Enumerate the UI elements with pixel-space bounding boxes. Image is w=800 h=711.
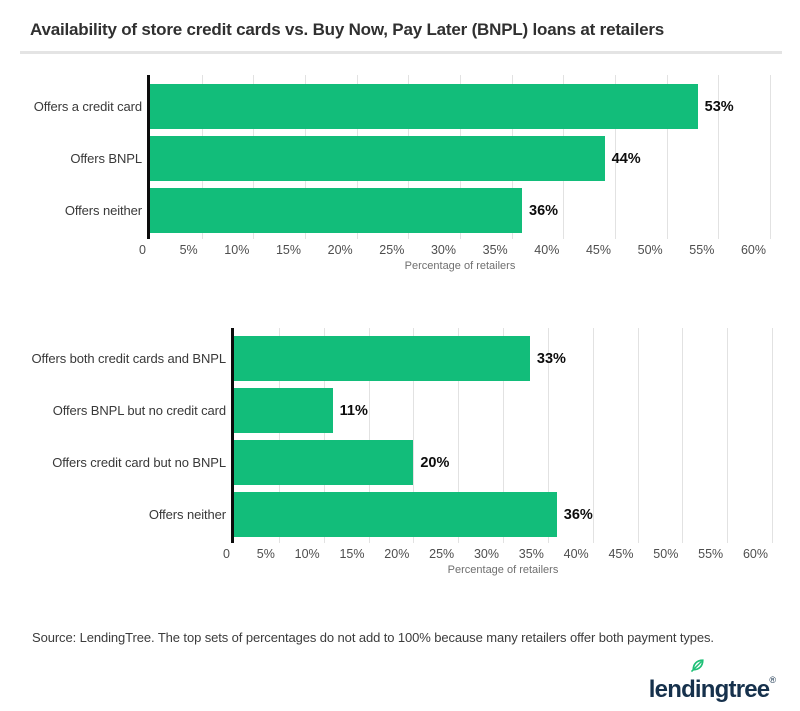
value-label: 36% (563, 506, 593, 523)
value-label: 20% (420, 454, 450, 471)
x-tick-label: 20% (384, 547, 410, 561)
bar-track: 53% (150, 84, 770, 129)
bar-track: 11% (234, 388, 772, 433)
bar (150, 84, 698, 129)
logo-wordmark: lendingtree® (648, 675, 776, 703)
x-tick-label: 45% (608, 547, 634, 561)
x-tick-label: 30% (430, 243, 456, 257)
title-divider (20, 51, 782, 54)
x-tick-label: 0 (139, 243, 146, 257)
plot-area: Offers a credit card 53% Offers BNPL 44% Off… (0, 75, 771, 239)
leaf-icon (690, 657, 706, 673)
bar-row: Offers neither 36% (0, 492, 772, 537)
x-tick-label: 60% (740, 243, 766, 257)
lendingtree-logo: lendingtree® (642, 656, 776, 704)
y-axis-line (147, 75, 150, 239)
value-label: 53% (704, 98, 734, 115)
bar-row: Offers both credit cards and BNPL 33% (0, 336, 772, 381)
x-tick-label: 55% (689, 243, 715, 257)
bar-track: 44% (150, 136, 770, 181)
gridline (615, 75, 616, 239)
plot-area: Offers both credit cards and BNPL 33% Offe… (0, 328, 773, 543)
gridline (718, 75, 720, 239)
x-tick-label: 30% (473, 547, 499, 561)
x-tick-label: 0 (223, 547, 230, 561)
bar-row: Offers a credit card 53% (0, 84, 770, 129)
x-axis-ticks: 0 5% 10% 15% 20% 25% 30% 35% 40% 45% 50% 55% 60% (223, 543, 772, 563)
x-tick-label: 40% (534, 243, 560, 257)
x-tick-label: 40% (563, 547, 589, 561)
value-label: 33% (536, 350, 566, 367)
x-axis-title: Percentage of retailers (447, 564, 559, 576)
gridline (727, 328, 729, 543)
bar-row: Offers credit card but no BNPL 20% (0, 440, 772, 485)
value-label: 44% (611, 150, 641, 167)
category-label: Offers BNPL but no credit card (52, 403, 226, 418)
x-tick-label: 10% (294, 547, 320, 561)
bar (150, 136, 605, 181)
category-label: Offers BNPL (70, 151, 142, 166)
gridline (770, 75, 771, 239)
x-tick-label: 55% (698, 547, 724, 561)
x-tick-label: 60% (742, 547, 768, 561)
category-label: Offers neither (148, 507, 226, 522)
category-label: Offers both credit cards and BNPL (31, 351, 227, 366)
bar-track: 33% (234, 336, 772, 381)
bar-track: 36% (234, 492, 772, 537)
x-tick-label: 50% (653, 547, 679, 561)
gridline (637, 328, 639, 543)
bar (150, 188, 522, 233)
chart-availability-breakdown: Offers both credit cards and BNPL 33% Offe… (0, 328, 773, 576)
x-tick-label: 10% (224, 243, 250, 257)
bar-row: Offers BNPL 44% (0, 136, 770, 181)
gridline (592, 328, 594, 543)
bar-track: 20% (234, 440, 772, 485)
x-tick-label: 15% (275, 243, 301, 257)
x-tick-label: 45% (585, 243, 611, 257)
value-label: 36% (529, 202, 559, 219)
gridline (682, 328, 684, 543)
bar-row: Offers BNPL but no credit card 11% (0, 388, 772, 433)
x-tick-label: 50% (637, 243, 663, 257)
bar (234, 440, 414, 485)
gridline (413, 328, 415, 543)
category-label: Offers neither (64, 203, 142, 218)
bar-row: Offers neither 36% (0, 188, 770, 233)
bar (234, 336, 530, 381)
category-label: Offers credit card but no BNPL (52, 455, 226, 470)
gridline (666, 75, 668, 239)
bar (234, 388, 333, 433)
x-tick-label: 25% (379, 243, 405, 257)
chart-availability-top: Offers a credit card 53% Offers BNPL 44% Off… (0, 75, 771, 272)
registered-mark: ® (769, 675, 776, 685)
gridline (368, 328, 370, 543)
category-label: Offers a credit card (33, 99, 142, 114)
gridline (323, 328, 325, 543)
page-title: Availability of store credit cards vs. B… (30, 20, 665, 39)
gridline (503, 328, 504, 543)
x-axis-ticks: 0 5% 10% 15% 20% 25% 30% 35% 40% 45% 50% 55% 60% (139, 239, 770, 259)
x-tick-label: 5% (179, 243, 198, 257)
bar (234, 492, 557, 537)
gridline (772, 328, 773, 543)
x-tick-label: 20% (327, 243, 353, 257)
x-tick-label: 25% (429, 547, 455, 561)
source-note: Source: LendingTree. The top sets of per… (32, 630, 714, 645)
gridline (547, 328, 549, 543)
gridline (458, 328, 460, 543)
value-label: 11% (339, 402, 368, 419)
x-tick-label: 15% (339, 547, 365, 561)
x-tick-label: 35% (482, 243, 508, 257)
x-tick-label: 35% (518, 547, 544, 561)
y-axis-line (231, 328, 234, 543)
gridline (278, 328, 280, 543)
bar-track: 36% (150, 188, 770, 233)
x-tick-label: 5% (256, 547, 275, 561)
x-axis-title: Percentage of retailers (404, 260, 516, 272)
